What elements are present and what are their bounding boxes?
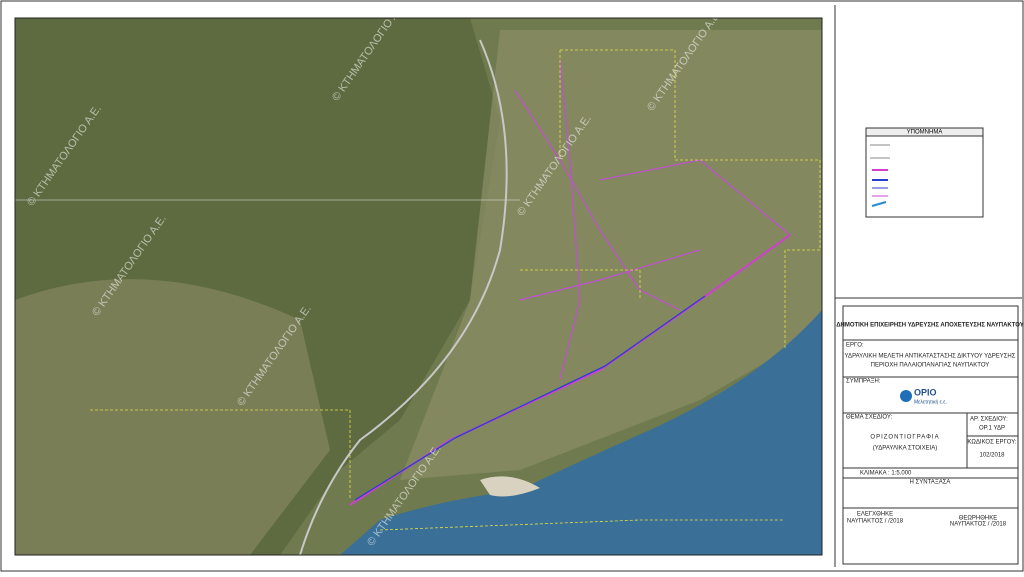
label: ΚΩΔΙΚΟΣ ΕΡΓΟΥ: [967,440,1016,446]
label: ΕΛΕΓΧΘΗΚΕ [857,512,893,518]
place-date: ΝΑΥΠΑΚΤΟΣ / /2018 [847,519,904,525]
project-code: 102/2018 [979,453,1005,459]
drawing-number: ΟΡ.1 ΥΔΡ [979,426,1005,432]
subject: (ΥΔΡΑΥΛΙΚΑ ΣΤΟΙΧΕΙΑ) [873,446,938,452]
company-name: ΟΡΙΟ [914,387,937,397]
project-title: ΠΕΡΙΟΧΗ ΠΑΛΑΙΟΠΑΝΑΓΙΑΣ ΝΑΥΠΑΚΤΟΥ [871,363,990,369]
title-block: ΔΗΜΟΤΙΚΗ ΕΠΙΧΕΙΡΗΣΗ ΥΔΡΕΥΣΗΣ ΑΠΟΧΕΤΕΥΣΗΣ… [836,305,1024,565]
label: ΕΡΓΟ: [846,343,864,349]
label: ΘΕΜΑ ΣΧΕΔΙΟΥ: [846,415,893,421]
label: Η ΣΥΝΤΑΞΑΣΑ [910,480,951,486]
label: ΘΕΩΡΗΘΗΚΕ [959,516,998,522]
legend-title: ΥΠΟΜΝΗΜΑ [907,130,943,136]
place-date: ΝΑΥΠΑΚΤΟΣ / /2018 [950,522,1007,528]
scale: ΚΛΙΜΑΚΑ : 1:5.000 [860,471,912,477]
subject: ΟΡΙΖΟΝΤΙΟΓΡΑΦΙΑ [870,435,939,441]
label: ΣΥΜΠΡΑΞΗ: [846,379,881,385]
label: ΑΡ. ΣΧΕΔΙΟΥ: [970,417,1008,423]
aerial-map: © ΚΤΗΜΑΤΟΛΟΓΙΟ Α.Ε. © ΚΤΗΜΑΤΟΛΟΓΙΟ Α.Ε. … [14,0,823,556]
project-title: ΥΔΡΑΥΛΙΚΗ ΜΕΛΕΤΗ ΑΝΤΙΚΑΤΑΣΤΑΣΗΣ ΔΙΚΤΥΟΥ … [845,354,1016,360]
client-name: ΔΗΜΟΤΙΚΗ ΕΠΙΧΕΙΡΗΣΗ ΥΔΡΕΥΣΗΣ ΑΠΟΧΕΤΕΥΣΗΣ… [836,323,1024,329]
legend: ΥΠΟΜΝΗΜΑ [865,127,984,218]
company-sub: Μελετητική ε.ε. [914,398,947,405]
company-logo [900,390,912,402]
